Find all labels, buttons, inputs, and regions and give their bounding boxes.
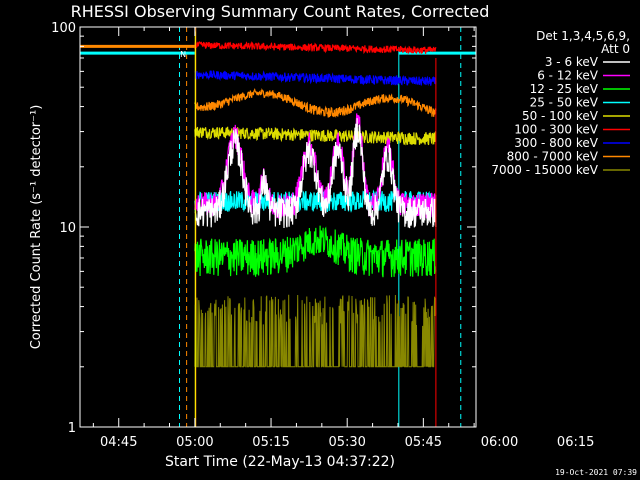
series-line-7: [194, 88, 437, 119]
y-tick-label: 1: [68, 421, 76, 436]
legend-entry-label: 100 - 300 keV: [514, 123, 598, 137]
series-line-2: [194, 225, 437, 278]
x-tick-label: 05:15: [252, 435, 289, 450]
series-line-5: [194, 40, 437, 55]
y-axis-label: Corrected Count Rate (s⁻¹ detector⁻¹): [29, 105, 44, 350]
y-tick-label: 10: [59, 221, 76, 236]
series-line-6: [194, 70, 437, 87]
plot-data-layer: N: [80, 27, 476, 427]
y-tick-label: 100: [51, 21, 76, 36]
legend-header: Det 1,3,4,5,6,9,: [536, 29, 630, 43]
legend-entry-label: 300 - 800 keV: [514, 136, 598, 150]
series-line-8: [194, 294, 437, 368]
x-tick-label: 06:00: [481, 435, 518, 450]
legend-entry-label: 3 - 6 keV: [545, 55, 599, 69]
flag-label: N: [180, 50, 186, 59]
legend-entry-label: 6 - 12 keV: [537, 69, 599, 83]
series-line-0: [194, 118, 437, 229]
timestamp: 19-Oct-2021 07:39: [555, 468, 637, 477]
axis-layer: 04:45 05:00 05:15 05:30 05:45 06:00 06:15 1 10 10…: [51, 21, 594, 450]
chart-title: RHESSI Observing Summary Count Rates, Co…: [71, 2, 490, 21]
x-tick-label: 06:15: [557, 435, 594, 450]
x-tick-label: 05:45: [405, 435, 442, 450]
x-tick-label: 05:00: [176, 435, 213, 450]
legend-entry-label: 50 - 100 keV: [522, 109, 599, 123]
legend-entry-label: 25 - 50 keV: [530, 96, 599, 110]
legend-entry-label: 12 - 25 keV: [530, 82, 599, 96]
legend-entry-label: 7000 - 15000 keV: [491, 163, 598, 177]
x-axis-label: Start Time (22-May-13 04:37:22): [165, 454, 395, 470]
x-tick-label: 05:30: [328, 435, 365, 450]
x-tick-label: 04:45: [100, 435, 137, 450]
legend-header: Att 0: [601, 42, 630, 56]
legend-entry-label: 800 - 7000 keV: [507, 150, 599, 164]
